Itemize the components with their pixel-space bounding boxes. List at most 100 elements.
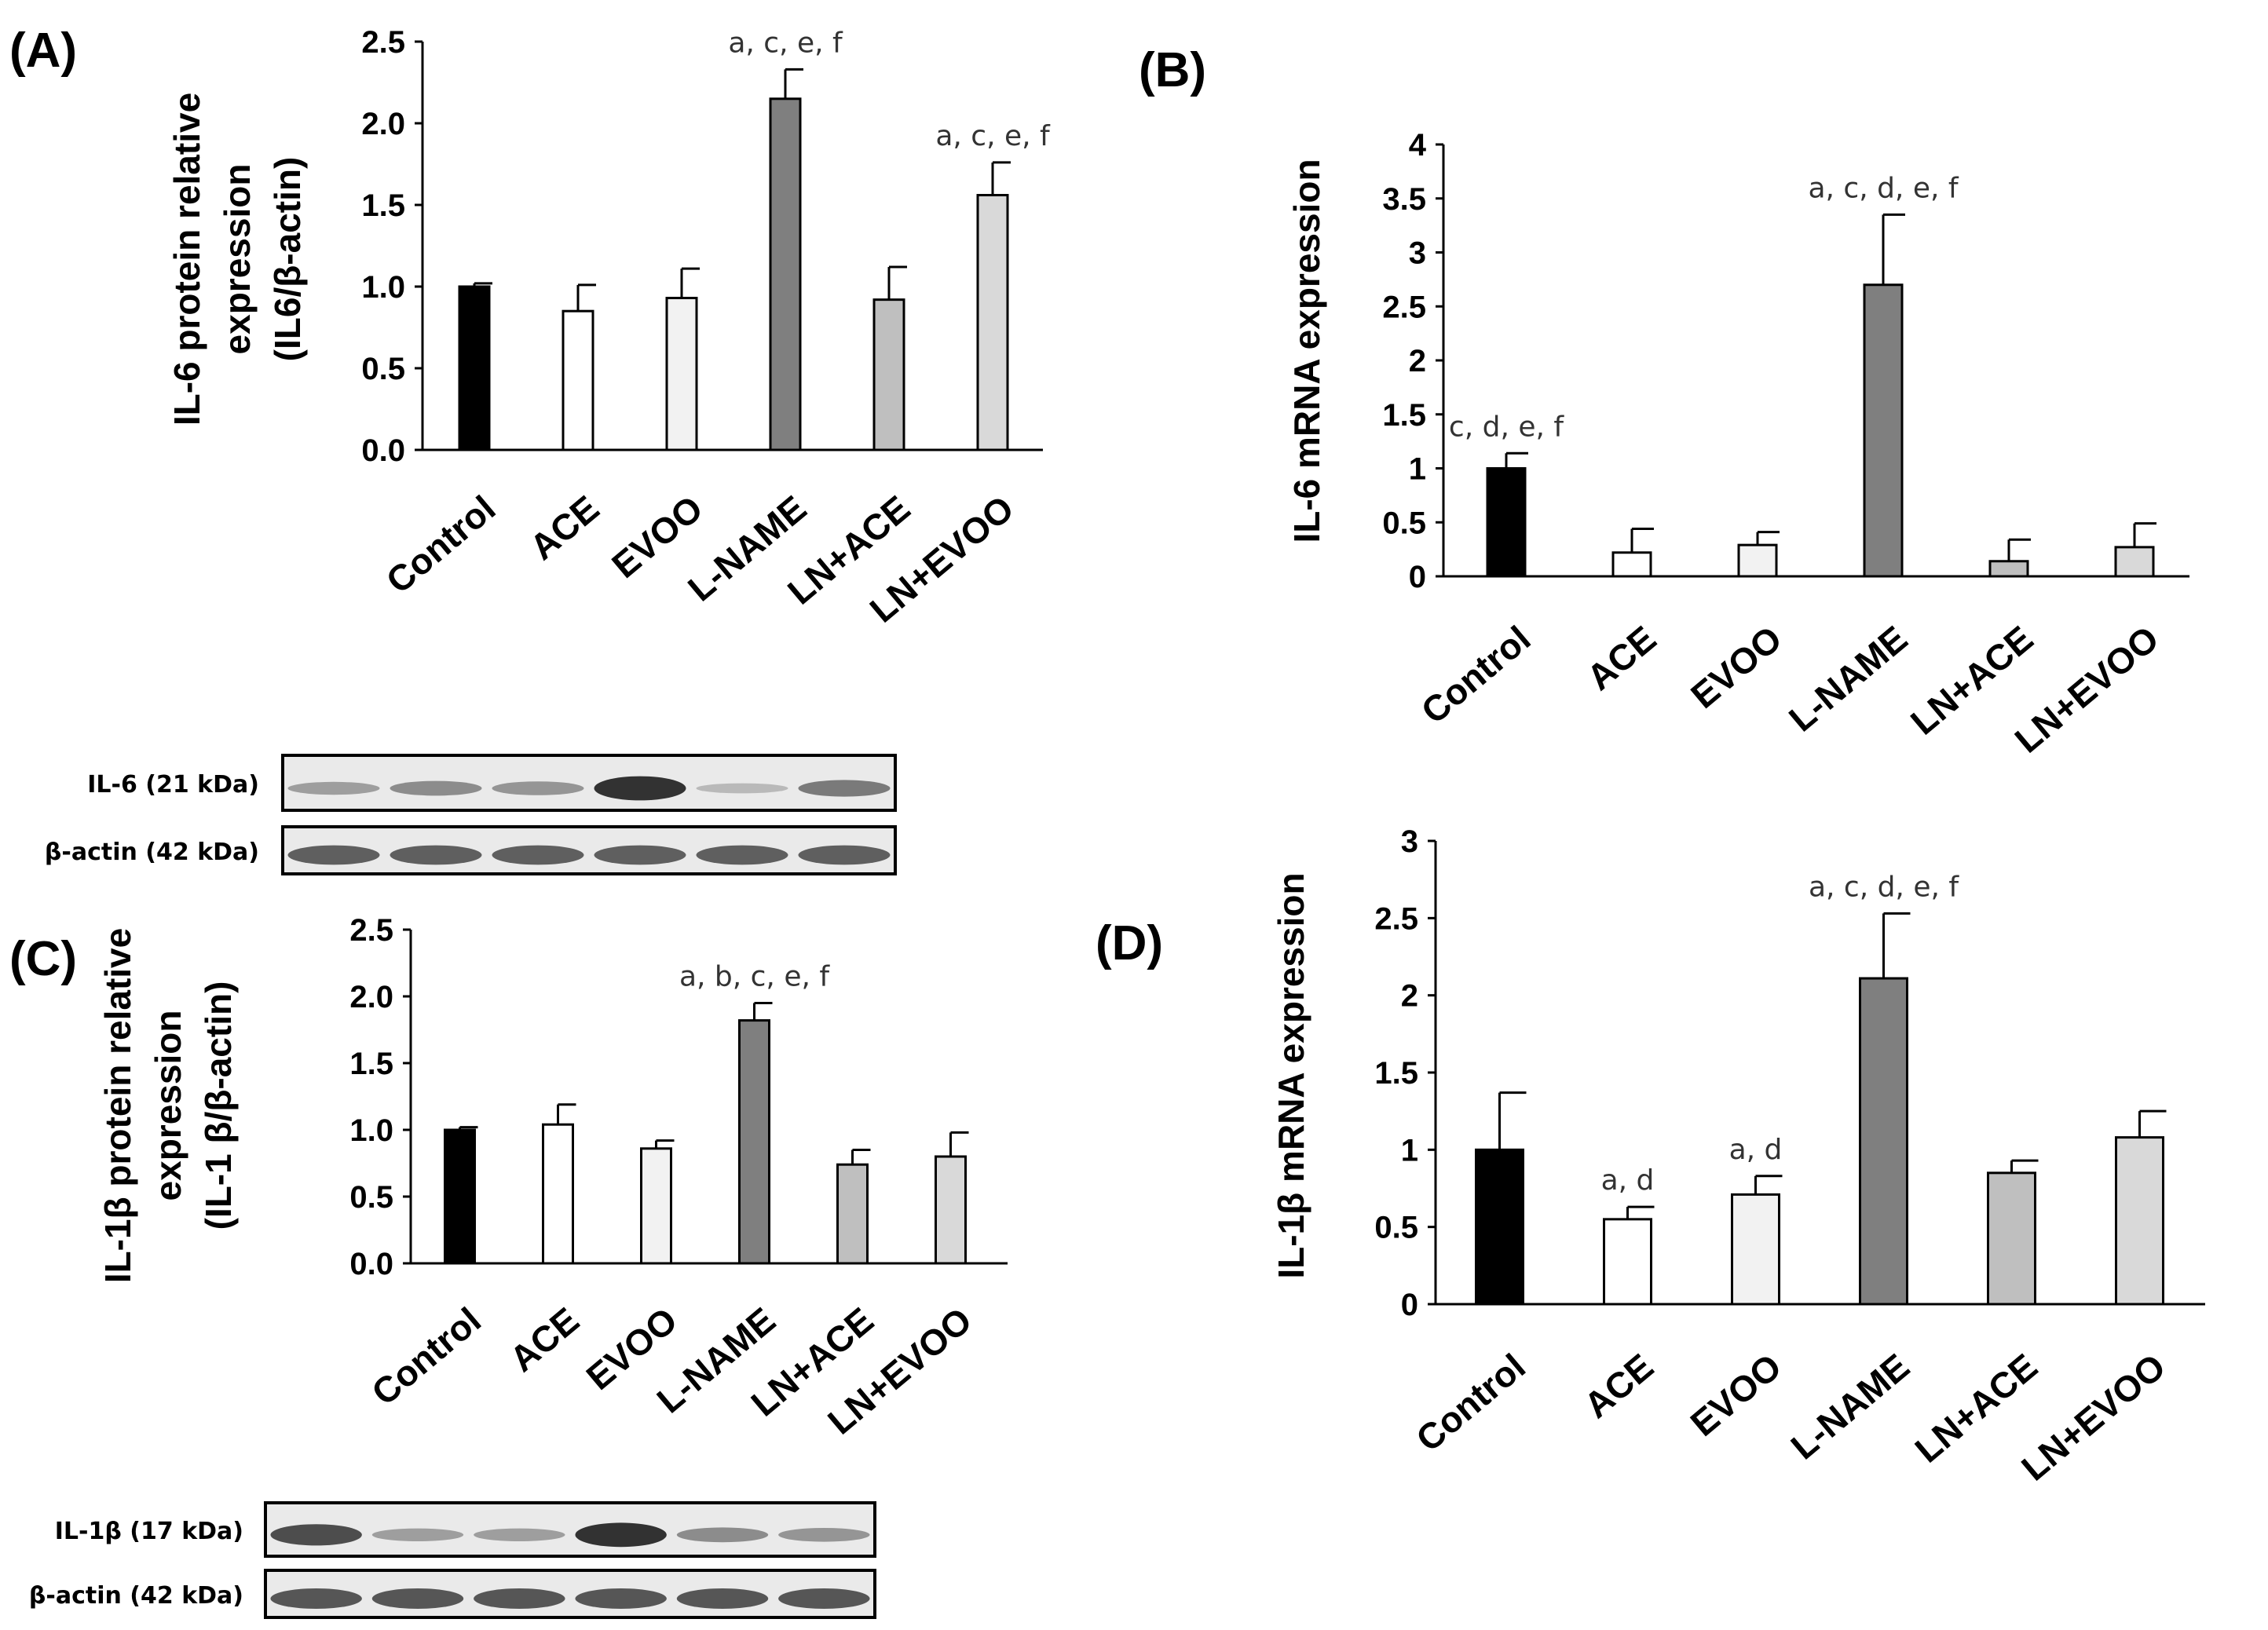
panel-a: (A) 0.0 0.5 1.0 1.5 2.0 2.5 IL-6 protein relati… [9, 24, 1051, 630]
bar-evoo [665, 297, 698, 451]
y-tick-label: 1.0 [361, 270, 405, 305]
blot-row-label: IL-6 (21 kDa) [87, 771, 259, 799]
blot-band [492, 781, 584, 795]
blot-band [594, 776, 686, 801]
blot-band [798, 780, 891, 797]
bar-ace [542, 1123, 574, 1265]
y-axis-label: (IL6/β-actin) [267, 157, 308, 362]
blot-band [575, 1522, 667, 1548]
y-tick-label: 0.5 [1382, 506, 1426, 540]
significance-label: a, d [1729, 1134, 1783, 1166]
bar-evoo [1731, 1193, 1780, 1306]
panel-b: (B) 0 0.5 1 1.5 2 2.5 3 3.5 4 IL-6 mRNA expression… [1139, 43, 2189, 761]
bar-ln-evoo [976, 194, 1009, 451]
significance-label: a, b, c, e, f [679, 961, 830, 993]
x-tick-label: EVOO [1683, 618, 1789, 716]
significance-label: a, c, e, f [728, 27, 843, 59]
blot-band [575, 1588, 667, 1609]
x-tick-label: EVOO [1683, 1346, 1789, 1444]
blot-band [474, 1588, 565, 1609]
bar-l-name [1863, 283, 1904, 578]
x-tick-label: ACE [522, 488, 607, 568]
panel-label: (A) [9, 24, 77, 78]
y-tick-label: 0.5 [361, 352, 405, 386]
blot-row-label: IL-1β (17 kDa) [55, 1518, 243, 1545]
y-tick-label: 3 [1401, 824, 1418, 859]
bar-control [458, 285, 491, 451]
bar-l-name [738, 1019, 770, 1265]
x-tick-label: Control [1408, 1346, 1533, 1460]
bar-control [1475, 1148, 1524, 1306]
bar-ace [1611, 551, 1652, 578]
panel-label: (B) [1139, 43, 1206, 97]
y-axis-label: IL-6 mRNA expression [1286, 159, 1327, 543]
panel-d: (D) 0 0.5 1 1.5 2 2.5 3 IL-1β mRNA expression Con… [1096, 824, 2205, 1489]
blot-band [798, 845, 891, 865]
y-tick-label: 1.0 [349, 1113, 393, 1148]
bar-ace [1603, 1218, 1652, 1306]
x-tick-label: ACE [502, 1299, 587, 1380]
blot-row-frame [264, 1501, 876, 1558]
blot-row-label: β-actin (42 kDa) [29, 1582, 243, 1610]
blot-band [492, 845, 584, 865]
blot-band [390, 780, 482, 796]
y-tick-label: 1.5 [1374, 1056, 1418, 1091]
y-tick-label: 4 [1409, 128, 1427, 163]
x-tick-label: L-NAME [1783, 1346, 1916, 1467]
blot-row-frame [281, 825, 897, 875]
x-tick-label: Control [364, 1299, 488, 1413]
significance-label: a, c, d, e, f [1809, 871, 1959, 903]
x-tick-label: Control [1414, 618, 1538, 732]
panel-c: (C) 0.0 0.5 1.0 1.5 2.0 2.5 IL-1β protein relat… [9, 913, 1008, 1442]
y-axis-label: expression [148, 1011, 188, 1201]
y-tick-label: 2.5 [361, 25, 405, 60]
blot-band [474, 1528, 565, 1542]
bar-evoo [1737, 543, 1778, 578]
blot-band [696, 783, 788, 794]
blot-band [270, 1524, 362, 1546]
blot-band [594, 845, 686, 865]
bar-evoo [640, 1147, 672, 1265]
bar-ln-ace [1988, 560, 2029, 578]
y-tick-label: 0.0 [361, 433, 405, 468]
bar-control [444, 1128, 476, 1265]
y-tick-label: 3 [1409, 236, 1426, 271]
bar-l-name [1859, 977, 1908, 1306]
y-tick-label: 0 [1401, 1288, 1418, 1322]
y-tick-label: 1 [1401, 1133, 1418, 1168]
blot-band [270, 1588, 362, 1609]
blot-band [390, 845, 482, 865]
blot-band [778, 1588, 870, 1609]
y-tick-label: 1.5 [361, 188, 405, 223]
blot-band [371, 1588, 464, 1609]
y-tick-label: 2.0 [361, 107, 405, 141]
bar-ln-ace [1987, 1171, 2036, 1306]
y-tick-label: 0.0 [349, 1247, 393, 1281]
blot-row-label: β-actin (42 kDa) [45, 839, 259, 866]
significance-label: a, d [1601, 1164, 1655, 1197]
y-tick-label: 0.5 [349, 1180, 393, 1215]
y-tick-label: 1.5 [1382, 398, 1426, 433]
significance-label: a, c, d, e, f [1808, 172, 1959, 204]
bar-control [1486, 467, 1527, 578]
blot-band [676, 1527, 769, 1543]
x-tick-label: Control [379, 488, 503, 601]
bar-ace [562, 309, 594, 451]
y-tick-label: 2.5 [1382, 290, 1426, 324]
bar-ln-ace [836, 1163, 869, 1265]
blot-row-frame [281, 754, 897, 812]
y-axis-label: (IL-1 β/β-actin) [198, 981, 239, 1230]
blot-band [696, 845, 788, 865]
y-tick-label: 2 [1401, 979, 1418, 1014]
blot-band [287, 845, 380, 865]
x-tick-label: LN+EVOO [2014, 1346, 2173, 1489]
western-blot-il1b: IL-1β (17 kDa) β-actin (42 kDa) [29, 1501, 876, 1619]
blot-band [287, 781, 380, 795]
x-tick-label: ACE [1576, 1346, 1661, 1426]
bar-l-name [769, 97, 802, 451]
y-tick-label: 0 [1409, 560, 1426, 594]
significance-label: c, d, e, f [1449, 411, 1564, 443]
y-tick-label: 3.5 [1382, 182, 1426, 217]
y-tick-label: 0.5 [1374, 1211, 1418, 1245]
